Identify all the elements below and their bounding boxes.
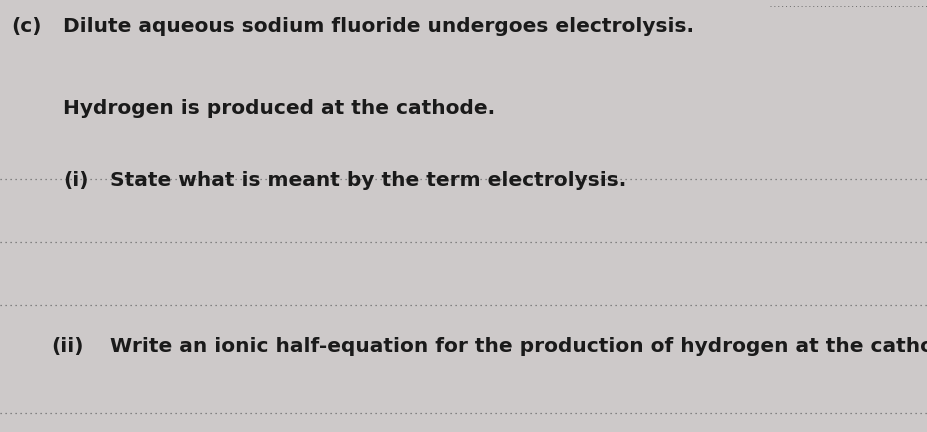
Text: Dilute aqueous sodium fluoride undergoes electrolysis.: Dilute aqueous sodium fluoride undergoes… (63, 17, 693, 36)
Text: (ii): (ii) (51, 337, 83, 356)
Text: State what is meant by the term electrolysis.: State what is meant by the term electrol… (109, 171, 625, 190)
Text: Write an ionic half-equation for the production of hydrogen at the cathode.: Write an ionic half-equation for the pro… (109, 337, 927, 356)
Text: (c): (c) (11, 17, 42, 36)
Text: Hydrogen is produced at the cathode.: Hydrogen is produced at the cathode. (63, 99, 495, 118)
Text: (i): (i) (63, 171, 88, 190)
